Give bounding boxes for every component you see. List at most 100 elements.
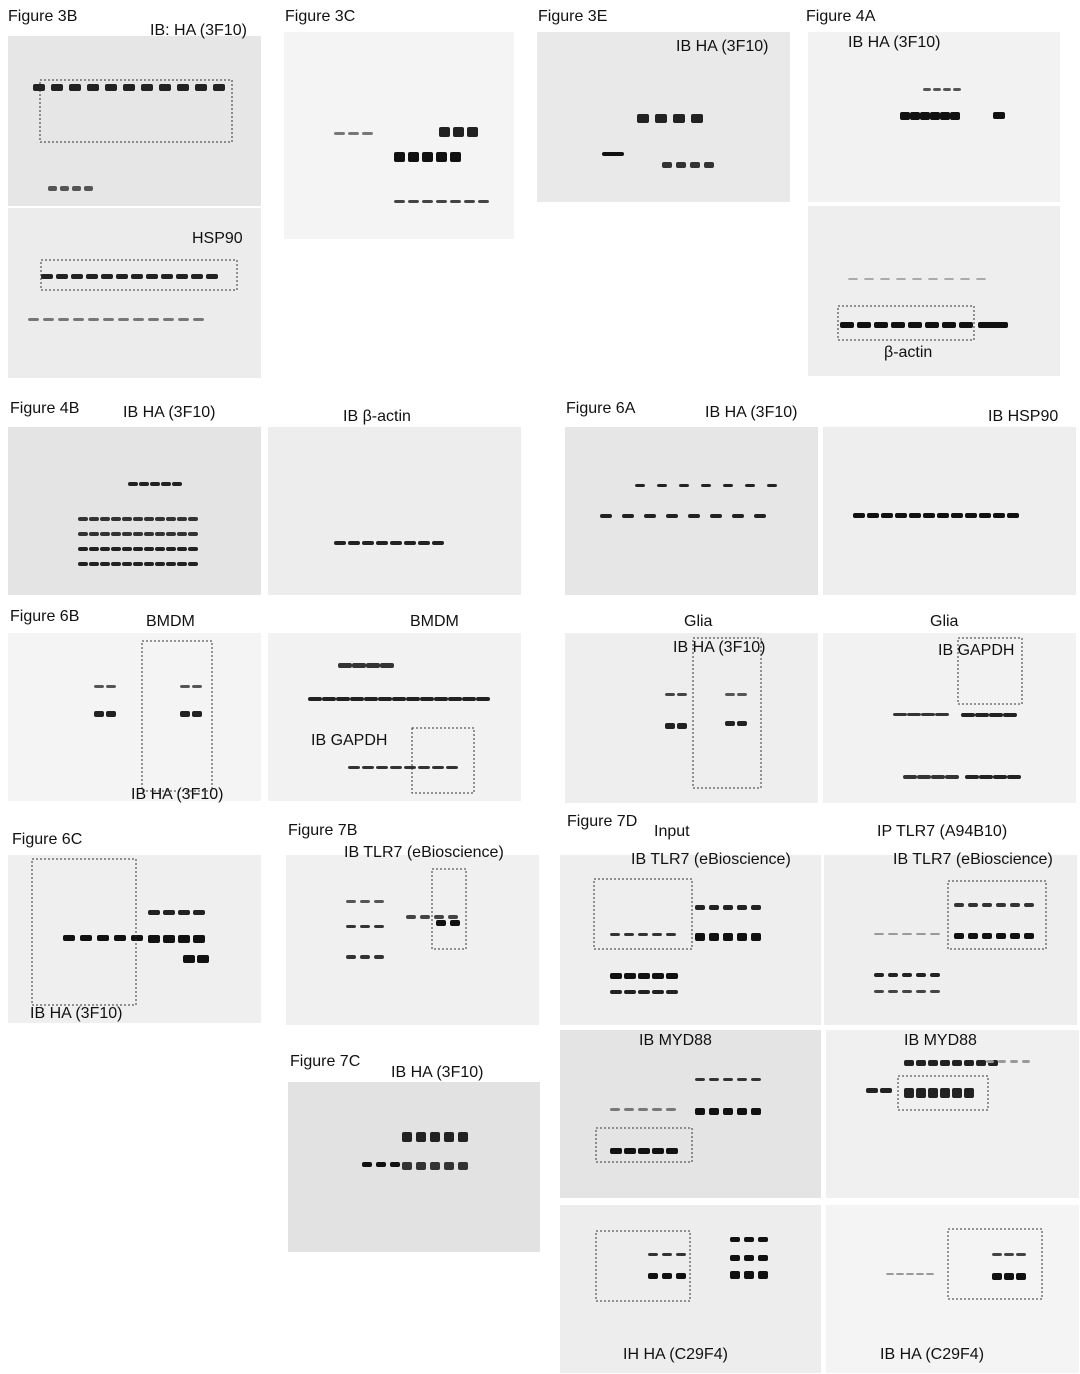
blot-band <box>1010 903 1020 907</box>
blot-band <box>430 1132 440 1142</box>
blot-band <box>940 112 950 120</box>
figure-title: Figure 3C <box>285 8 355 26</box>
blot-band <box>131 935 143 941</box>
blot-band <box>916 990 926 993</box>
blot-band <box>163 935 175 943</box>
blot-band <box>166 547 176 551</box>
blot-band <box>123 84 135 91</box>
figure-title: Figure 6C <box>12 831 82 849</box>
blot-band <box>886 1273 894 1275</box>
blot-band <box>122 532 132 536</box>
blot-panel <box>286 855 539 1025</box>
blot-band <box>931 775 945 779</box>
blot-band <box>666 973 678 979</box>
blot-band <box>376 541 388 545</box>
blot-band <box>155 562 165 566</box>
blot-band <box>43 318 54 321</box>
blot-band <box>188 562 198 566</box>
blot-band <box>362 1162 372 1167</box>
blot-band <box>380 663 394 668</box>
blot-band <box>51 84 63 91</box>
blot-band <box>758 1271 768 1279</box>
blot-band <box>902 973 912 977</box>
blot-band <box>166 562 176 566</box>
blot-band <box>635 484 645 487</box>
blot-band <box>434 697 448 701</box>
blot-band <box>853 513 865 518</box>
blot-band <box>346 955 356 959</box>
blot-band <box>58 318 69 321</box>
blot-panel <box>808 206 1060 376</box>
blot-band <box>652 990 664 994</box>
blot-band <box>930 112 940 120</box>
blot-band <box>968 903 978 907</box>
blot-band <box>78 517 88 521</box>
blot-band <box>348 541 360 545</box>
blot-band <box>767 484 777 487</box>
blot-label: Glia <box>930 613 958 631</box>
blot-band <box>900 112 910 120</box>
blot-label: IB TLR7 (eBioscience) <box>344 844 504 862</box>
blot-band <box>404 766 416 769</box>
blot-band <box>84 186 93 191</box>
blot-band <box>116 274 128 279</box>
blot-band <box>725 721 735 726</box>
blot-band <box>624 1148 636 1154</box>
blot-band <box>69 84 81 91</box>
blot-band <box>111 517 121 521</box>
blot-band <box>986 1060 994 1063</box>
blot-band <box>131 274 143 279</box>
blot-band <box>197 955 209 963</box>
blot-band <box>600 514 612 518</box>
blot-band <box>458 1162 468 1170</box>
blot-band <box>961 713 975 717</box>
blot-band <box>737 721 747 726</box>
blot-band <box>78 562 88 566</box>
blot-band <box>432 766 444 769</box>
blot-label: IB HA (C29F4) <box>880 1346 984 1364</box>
blot-band <box>679 484 689 487</box>
blot-panel <box>8 633 261 801</box>
blot-band <box>28 318 39 321</box>
blot-band <box>78 532 88 536</box>
blot-band <box>737 693 747 696</box>
blot-band <box>155 532 165 536</box>
blot-band <box>133 532 143 536</box>
blot-band <box>33 84 45 91</box>
blot-band <box>176 274 188 279</box>
blot-label: IB HA (3F10) <box>673 639 765 657</box>
blot-band <box>975 713 989 717</box>
blot-band <box>665 693 675 696</box>
blot-panel <box>8 427 261 595</box>
blot-band <box>446 766 458 769</box>
blot-band <box>436 200 447 203</box>
blot-band <box>902 990 912 993</box>
blot-band <box>665 723 675 729</box>
blot-band <box>166 532 176 536</box>
blot-band <box>648 1253 658 1256</box>
blot-band <box>360 925 370 928</box>
blot-band <box>148 935 160 943</box>
figure-title: Figure 7C <box>290 1053 360 1071</box>
blot-band <box>677 693 687 696</box>
blot-band <box>933 88 941 91</box>
blot-band <box>989 713 1003 717</box>
blot-band <box>376 766 388 769</box>
blot-band <box>888 933 898 935</box>
figure-title: Figure 7B <box>288 822 357 840</box>
blot-band <box>662 1253 672 1256</box>
blot-band <box>982 933 992 939</box>
blot-band <box>723 933 733 941</box>
blot-band <box>72 186 81 191</box>
blot-band <box>893 713 907 716</box>
blot-panel <box>560 855 821 1025</box>
blot-band <box>150 482 160 486</box>
blot-band <box>48 186 57 191</box>
blot-layer <box>0 0 1080 1374</box>
blot-band <box>880 1088 892 1093</box>
blot-band <box>902 933 912 935</box>
blot-band <box>374 925 384 928</box>
blot-label: HSP90 <box>192 230 243 248</box>
blot-band <box>103 318 114 321</box>
blot-band <box>450 152 461 162</box>
